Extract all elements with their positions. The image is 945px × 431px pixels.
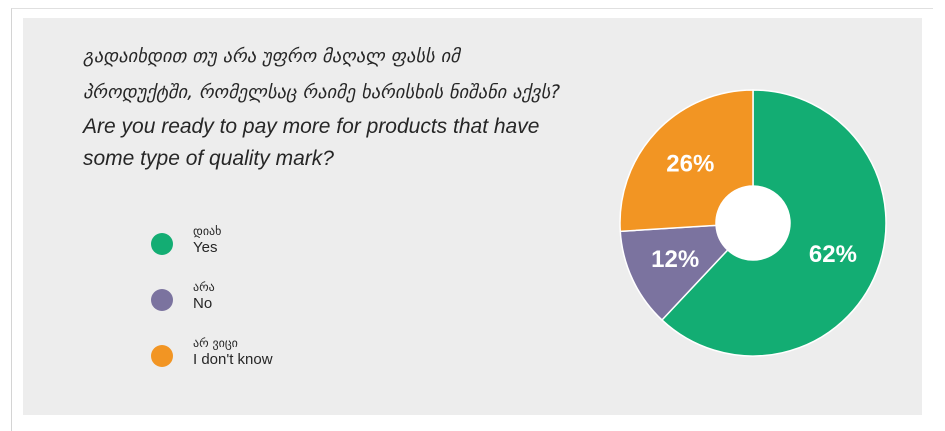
chart-frame — [11, 8, 933, 431]
slice-label-dont-know: 26% — [666, 151, 714, 178]
donut-slices — [619, 89, 887, 357]
legend-label-en-no: No — [193, 295, 213, 312]
legend-label-ka-no: არა — [193, 280, 215, 294]
legend-item-dont-know: არ ვიცი I don't know — [151, 336, 351, 377]
legend-swatch-dont-know — [151, 345, 173, 367]
legend-item-no: არა No — [151, 280, 351, 321]
legend-item-yes: დიახ Yes — [151, 224, 351, 265]
donut-value-labels: 62% 12% 26% — [651, 151, 857, 273]
legend-label-en-dont-know: I don't know — [193, 351, 273, 368]
legend-label-en-yes: Yes — [193, 239, 218, 256]
title-english: Are you ready to pay more for products t… — [83, 115, 540, 170]
donut-hole — [716, 186, 790, 260]
chart-title-block: გადაიხდით თუ არა უფრო მაღალ ფასს იმ პროდ… — [83, 39, 643, 175]
legend-swatch-yes — [151, 233, 173, 255]
title-georgian-line-2: პროდუქტში, რომელსაც რაიმე ხარისხის ნიშან… — [83, 82, 561, 103]
legend-swatch-no — [151, 289, 173, 311]
legend-label-ka-dont-know: არ ვიცი — [193, 336, 238, 350]
legend-label-ka-yes: დიახ — [193, 224, 222, 238]
slice-label-yes: 62% — [809, 241, 857, 268]
slice-label-no: 12% — [651, 246, 699, 273]
title-georgian-line-1: გადაიხდით თუ არა უფრო მაღალ ფასს იმ — [83, 46, 460, 67]
